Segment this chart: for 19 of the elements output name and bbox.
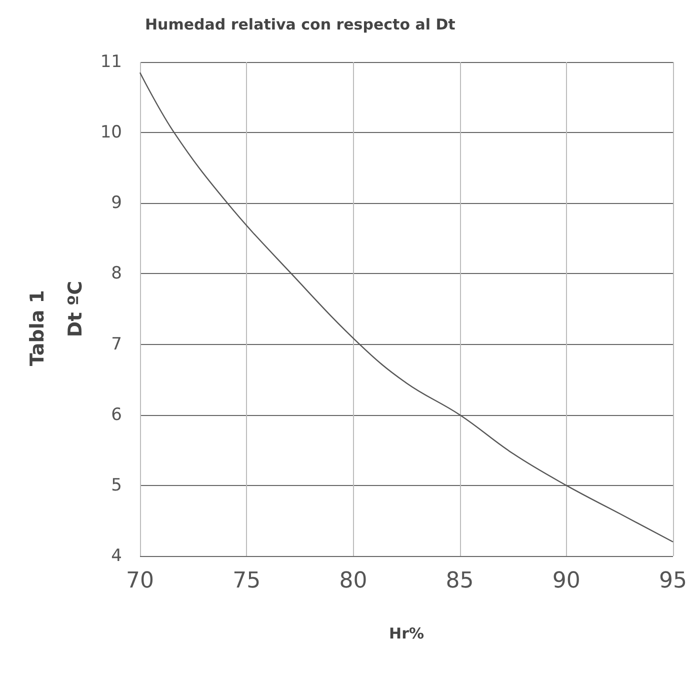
y-axis-title: Dt ºC xyxy=(64,280,86,338)
y-tick-label: 7 xyxy=(111,334,122,354)
y-tick-label: 11 xyxy=(100,52,122,72)
chart-title: Humedad relativa con respecto al Dt xyxy=(145,16,456,34)
x-tick-label: 75 xyxy=(232,568,261,594)
x-tick-label: 85 xyxy=(446,568,474,594)
y-tick-label: 5 xyxy=(111,475,122,496)
text: Tabla 1 xyxy=(26,290,48,366)
x-tick-label: 95 xyxy=(659,568,687,594)
y-tick-label: 9 xyxy=(111,193,122,214)
line-series xyxy=(139,72,674,542)
y-tick-label: 4 xyxy=(111,546,122,566)
x-tick-label: 80 xyxy=(339,568,368,594)
x-tick-label: 90 xyxy=(552,568,580,594)
y-tick-label: 6 xyxy=(111,404,122,425)
y-tick-label: 8 xyxy=(111,264,122,284)
x-axis-title: Hr% xyxy=(389,624,424,642)
x-tick-label: 70 xyxy=(126,568,154,594)
y-tick-label: 10 xyxy=(100,122,122,143)
